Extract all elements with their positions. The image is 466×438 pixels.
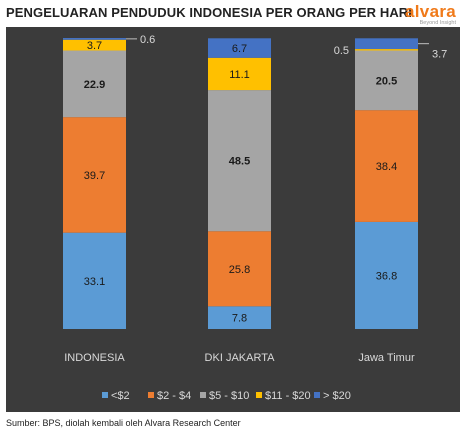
bar-indonesia-11-20	[63, 39, 126, 51]
bar-dki-jakarta-20	[208, 38, 271, 58]
stacked-bar-chart: 33.1 39.7 22.9 3.7 0.6 INDONESIA 7.8 25.8 48.5 11…	[63, 34, 447, 402]
legend-label-2: <$2	[111, 390, 130, 402]
bar-dki-jakarta-11-20	[208, 57, 271, 91]
bar-jawa-timur-11-20	[355, 49, 418, 51]
data-label-jawa-timur-20: 3.7	[432, 49, 447, 61]
data-label-jawa-timur-11-20: 0.5	[334, 45, 349, 57]
data-label-indonesia-2: 33.1	[84, 276, 105, 288]
bar-jawa-timur-2	[355, 221, 418, 329]
legend-swatch-5-10	[200, 392, 206, 398]
chart-title: PENGELUARAN PENDUDUK INDONESIA PER ORANG…	[6, 5, 413, 20]
bar-jawa-timur-2-4	[355, 110, 418, 222]
chart-panel: 33.1 39.7 22.9 3.7 0.6 INDONESIA 7.8 25.8 48.5 11…	[6, 27, 460, 412]
bar-indonesia-2-4	[63, 117, 126, 233]
legend-swatch-2	[102, 392, 108, 398]
data-label-indonesia-20: 0.6	[140, 34, 155, 46]
source-note: Sumber: BPS, diolah kembali oleh Alvara …	[6, 418, 241, 428]
bar-indonesia-2	[63, 232, 126, 329]
data-label-dki-jakarta-2-4: 25.8	[229, 264, 250, 276]
data-label-indonesia-5-10: 22.9	[84, 79, 105, 91]
data-label-dki-jakarta-5-10: 48.5	[229, 156, 250, 168]
data-label-jawa-timur-2-4: 38.4	[376, 161, 397, 173]
category-label-jawa-timur: Jawa Timur	[358, 352, 415, 364]
data-label-dki-jakarta-11-20: 11.1	[229, 69, 250, 81]
bar-jawa-timur-5-10	[355, 50, 418, 111]
alvara-logo: alvara Beyond Insight	[405, 2, 456, 27]
category-label-dki-jakarta: DKI JAKARTA	[205, 352, 276, 364]
data-label-indonesia-2-4: 39.7	[84, 170, 105, 182]
legend-swatch-20	[314, 392, 320, 398]
data-label-jawa-timur-5-10: 20.5	[376, 75, 397, 87]
data-label-dki-jakarta-2: 7.8	[232, 313, 247, 325]
logo-tagline: Beyond Insight	[419, 20, 456, 26]
bar-indonesia-20	[63, 38, 126, 40]
bar-indonesia-5-10	[63, 50, 126, 118]
bar-dki-jakarta-2	[208, 306, 271, 329]
bar-dki-jakarta-2-4	[208, 231, 271, 307]
logo-wordmark: alvara	[405, 2, 456, 21]
legend-label-20: > $20	[323, 390, 351, 402]
legend-label-5-10: $5 - $10	[209, 390, 249, 402]
bar-dki-jakarta-5-10	[208, 90, 271, 232]
legend-swatch-2-4	[148, 392, 154, 398]
legend-swatch-11-20	[256, 392, 262, 398]
data-label-jawa-timur-2: 36.8	[376, 270, 397, 282]
data-label-indonesia-11-20: 3.7	[87, 40, 102, 52]
legend-label-2-4: $2 - $4	[157, 390, 191, 402]
category-label-indonesia: INDONESIA	[64, 352, 125, 364]
legend-label-11-20: $11 - $20	[265, 390, 311, 402]
data-label-dki-jakarta-20: 6.7	[232, 43, 247, 55]
bar-jawa-timur-20	[355, 38, 418, 50]
